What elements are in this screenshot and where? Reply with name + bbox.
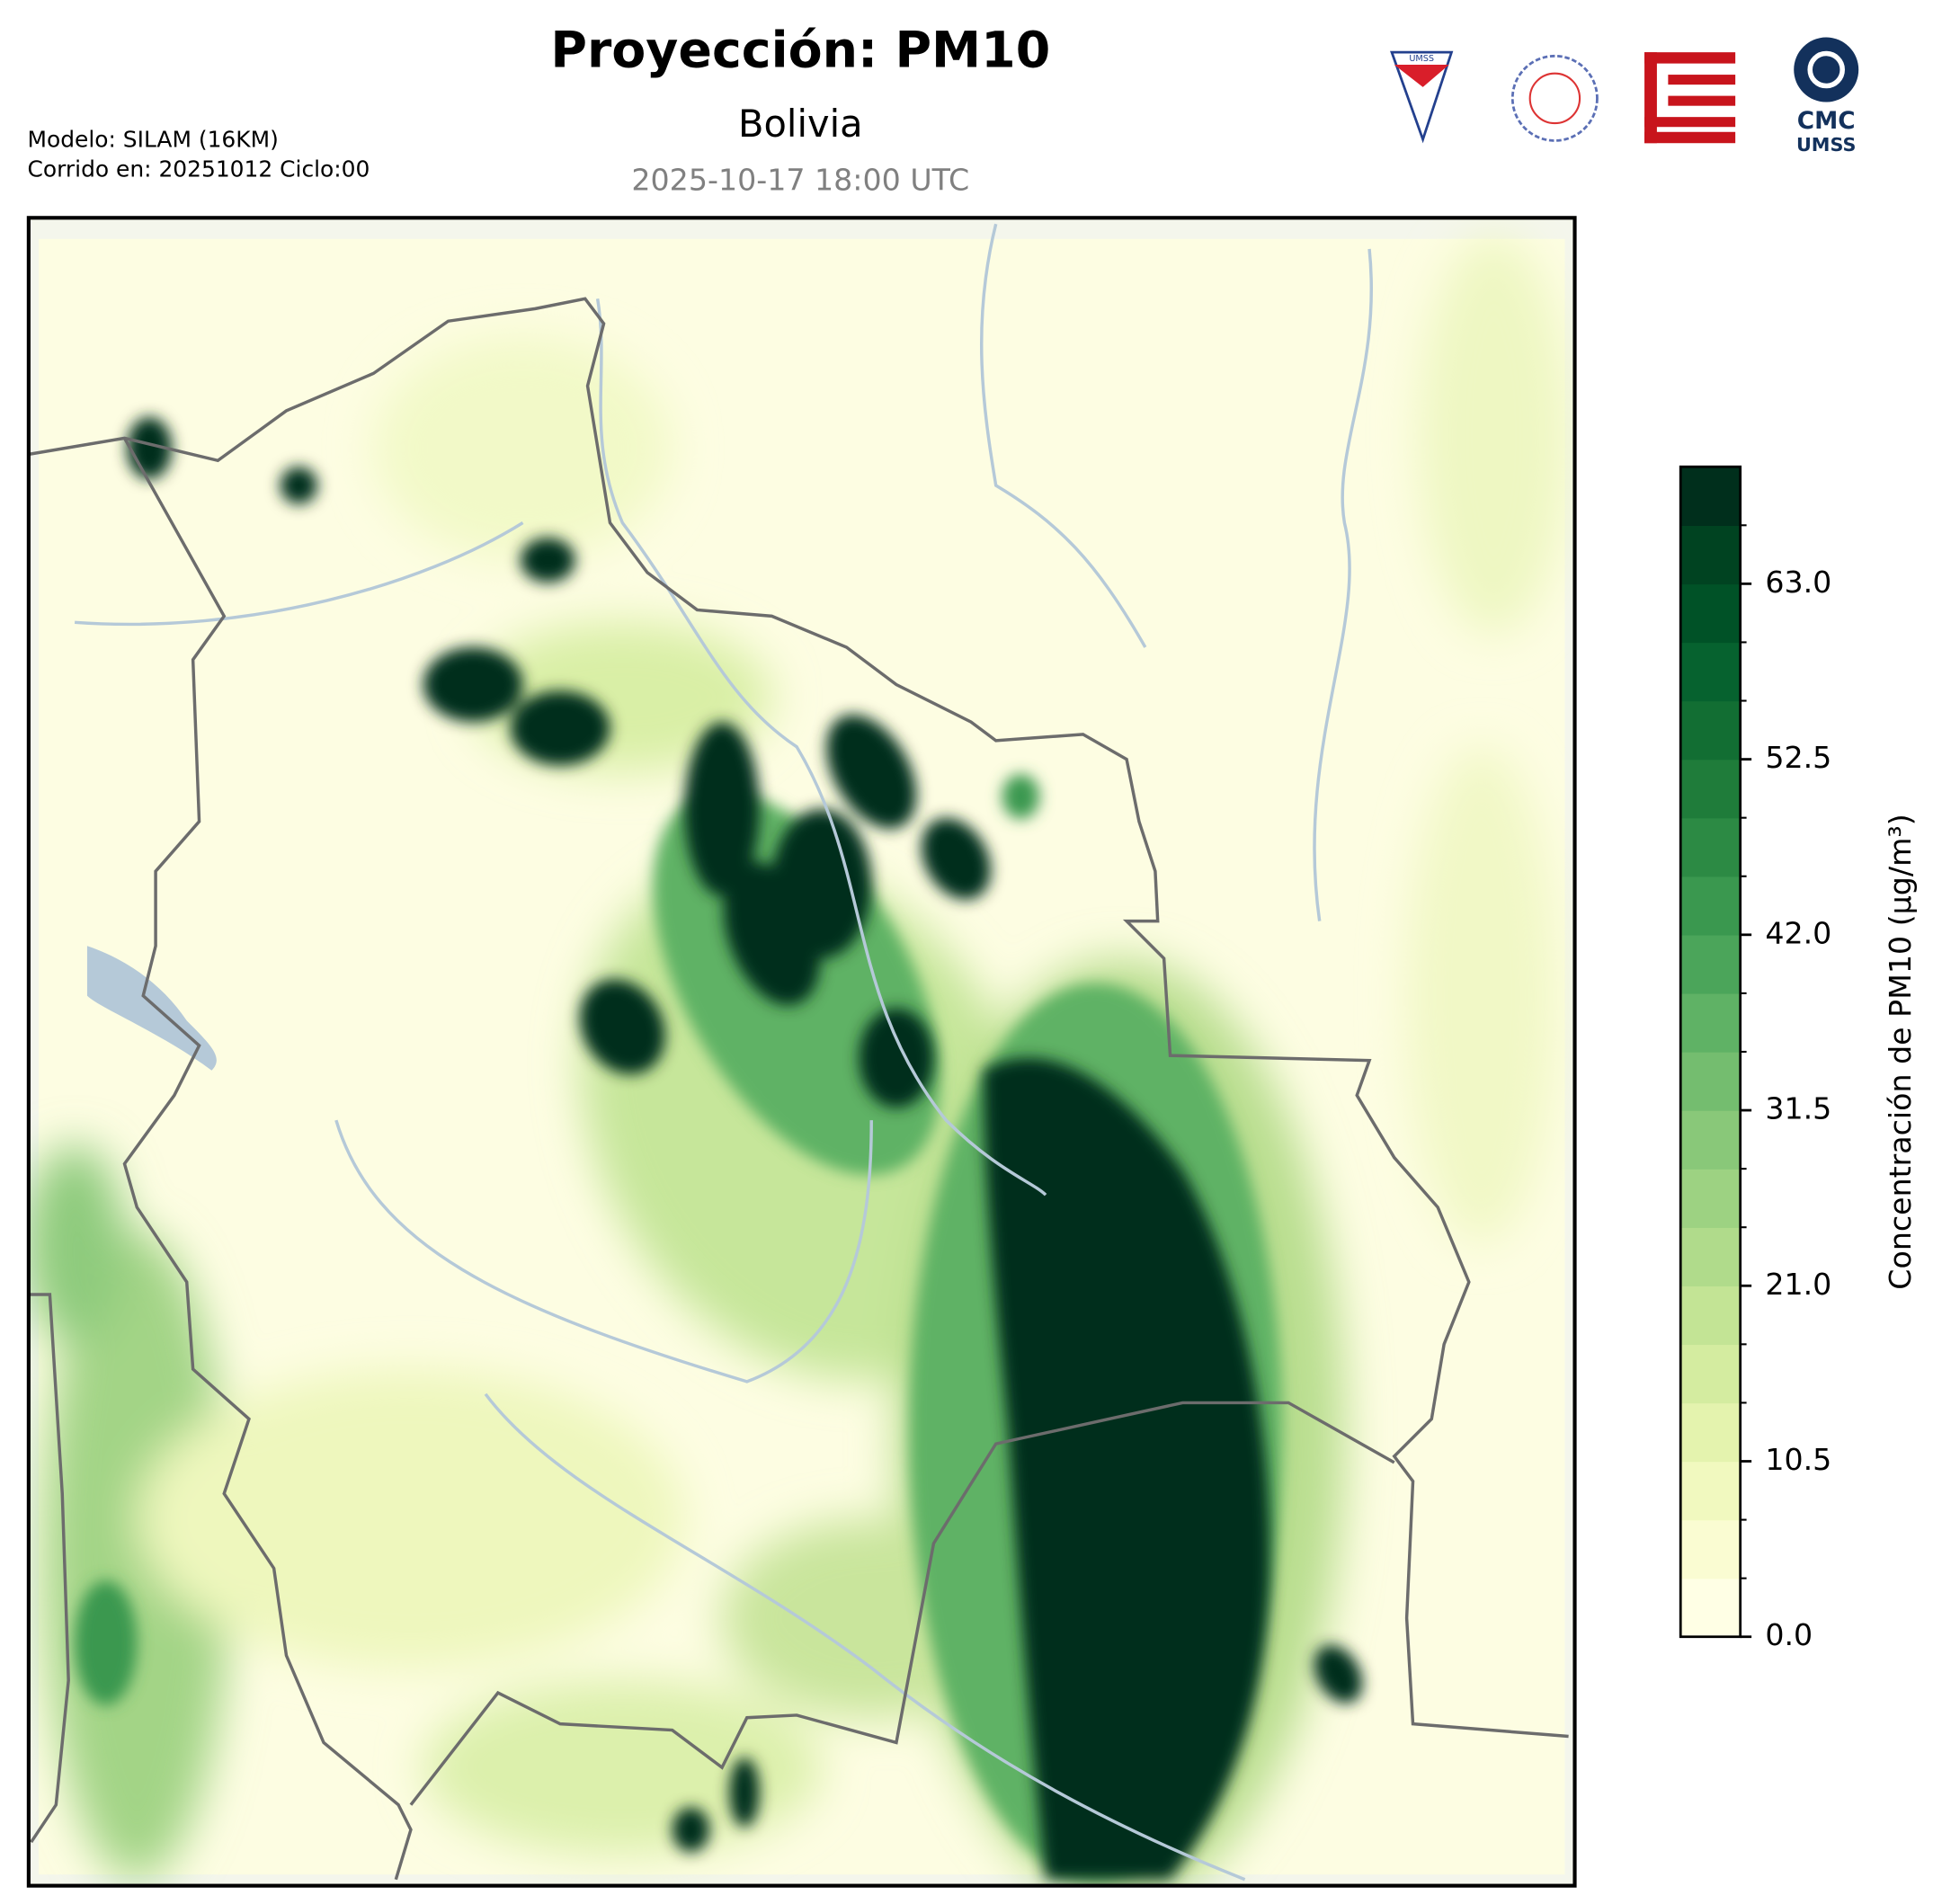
run-info: Corrido en: 20251012 Ciclo:00	[27, 156, 370, 182]
colorbar-tick-label: 21.0	[1765, 1267, 1831, 1302]
border	[409, 1401, 1395, 1806]
map	[28, 218, 1575, 1886]
lake	[86, 946, 217, 1071]
shield-text: UMSS	[1409, 54, 1434, 64]
colorbar-tick-label: 0.0	[1765, 1617, 1813, 1652]
colorbar-band	[1680, 1519, 1741, 1579]
colorbar: 0.0 10.5 21.0 31.5 42.0 52.5 63.0	[1679, 465, 1831, 1652]
colorbar-band	[1680, 992, 1741, 1053]
colorbar-band	[1680, 1344, 1741, 1404]
red-logo	[1644, 52, 1736, 144]
border	[122, 437, 413, 1881]
colorbar-band	[1680, 934, 1741, 994]
cmc-gear	[1807, 50, 1845, 89]
fisica-inner	[1528, 72, 1581, 125]
border	[28, 297, 1569, 1739]
colorbar-band	[1680, 642, 1741, 702]
colorbar-band	[1680, 876, 1741, 936]
shield-red	[1394, 64, 1449, 87]
cmc-logo	[1794, 37, 1859, 102]
colorbar-band	[1680, 759, 1741, 819]
colorbar-band	[1680, 1051, 1741, 1111]
colorbar-band	[1680, 700, 1741, 761]
colorbar-band	[1680, 583, 1741, 644]
colorbar-band	[1680, 1461, 1741, 1521]
cmc-text: UMSS	[1796, 134, 1856, 156]
map-frame	[26, 216, 1577, 1888]
colorbar-band	[1680, 1169, 1741, 1228]
colorbar-tick-label: 10.5	[1765, 1442, 1831, 1477]
cmc-text: CMC	[1797, 108, 1856, 135]
model-info: Modelo: SILAM (16KM)	[27, 126, 278, 152]
colorbar-label: Concentración de PM10 (µg/m³)	[1883, 814, 1918, 1289]
rivers	[74, 223, 1374, 1882]
colorbar-band	[1680, 1402, 1741, 1463]
colorbar-tick-label: 42.0	[1765, 915, 1831, 950]
fisica-logo	[1510, 54, 1599, 142]
colorbar-band	[1680, 1227, 1741, 1286]
colorbar-band	[1680, 817, 1741, 877]
border	[28, 1293, 70, 1844]
colorbar-band	[1680, 467, 1741, 526]
colorbar-tick-label: 52.5	[1765, 740, 1831, 775]
colorbar-band	[1680, 1578, 1741, 1638]
colorbar-band	[1680, 1286, 1741, 1346]
plume-cores	[127, 416, 1363, 1880]
colorbar-frame	[1679, 465, 1742, 1639]
title: Proyección: PM10	[550, 22, 1050, 80]
colorbar-tick-label: 63.0	[1765, 565, 1831, 600]
valid-time: 2025-10-17 18:00 UTC	[631, 163, 969, 198]
colorbar-band	[1680, 1110, 1741, 1170]
colorbar-tick-label: 31.5	[1765, 1091, 1831, 1126]
subtitle: Bolivia	[738, 102, 863, 146]
logos: UMSS CMC UMSS	[1390, 37, 1859, 156]
colorbar-band	[1680, 525, 1741, 585]
